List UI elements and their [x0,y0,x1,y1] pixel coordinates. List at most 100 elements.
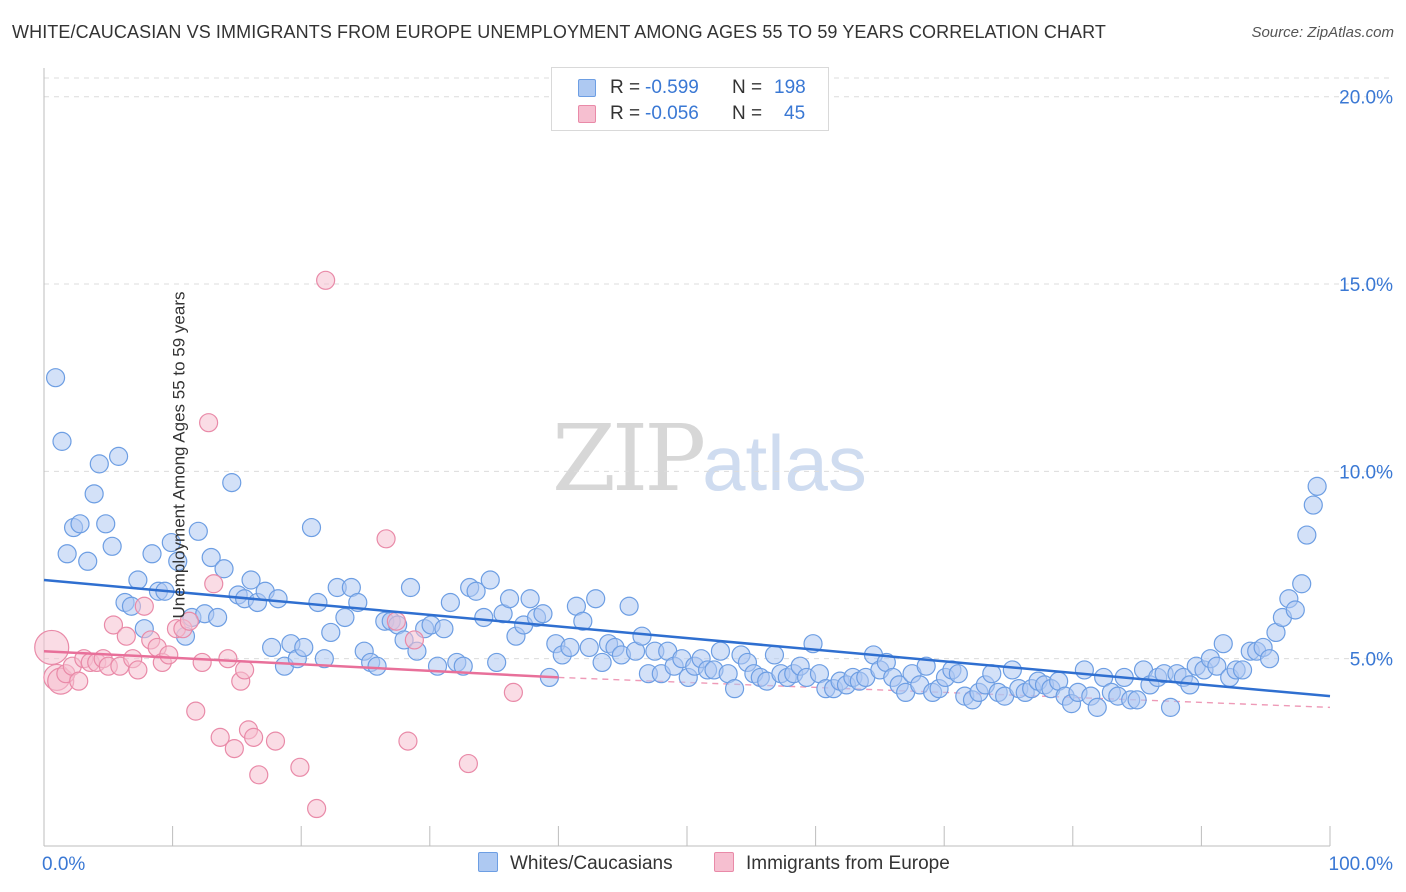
data-point-immigrants [307,798,327,819]
legend-row-whites: R = -0.599 N = 198 [552,77,828,101]
data-point-whites [308,592,328,613]
data-point-whites [102,536,122,556]
data-point-immigrants [218,649,238,669]
data-point-whites [474,607,494,628]
legend-swatch-immigrants [578,105,596,123]
data-point-whites [916,656,936,676]
data-point-whites [168,551,188,571]
data-point-whites [57,544,77,564]
legend-n-label: N = [732,77,763,98]
data-point-immigrants [179,611,199,631]
correlation-legend: R = -0.599 N = 198 R = -0.056 N = 45 [551,67,829,131]
data-point-whites [948,664,968,684]
data-point-whites [128,570,148,590]
grid-lines [44,77,1393,660]
watermark-zip: ZIP [552,405,706,512]
data-point-whites [1307,476,1327,496]
data-point-immigrants [186,701,206,721]
data-point-whites [1285,600,1305,620]
x-tick-label: 0.0% [42,854,85,875]
data-point-whites [84,484,104,504]
data-point-whites [335,607,355,628]
trend-line-immigrants [43,649,559,679]
watermark-atlas: atlas [702,419,867,507]
data-point-immigrants [249,765,269,785]
legend-swatch-whites [578,79,596,97]
y-tick-label: 10.0% [1339,462,1393,483]
source-label: Source: ZipAtlas.com [1251,24,1394,41]
data-point-immigrants [204,574,224,594]
data-point-immigrants [103,615,124,635]
x-tick-label: 100.0% [1329,854,1394,875]
data-point-whites [142,544,162,564]
data-point-whites [222,473,242,493]
y-tick-label: 15.0% [1339,275,1393,296]
bottom-legend-swatch-whites [478,852,498,872]
data-point-immigrants [210,727,230,747]
data-point-whites [161,532,181,553]
data-point-whites [214,559,234,579]
data-point-whites [70,514,90,534]
data-point-immigrants [128,660,148,680]
data-point-whites [1074,660,1094,680]
data-point-whites [520,589,540,609]
y-axis-label: Unemployment Among Ages 55 to 59 years [169,291,189,619]
data-point-immigrants [159,645,179,665]
data-point-whites [241,570,261,590]
data-point-whites [262,637,282,658]
bottom-legend-label-whites: Whites/Caucasians [510,853,673,874]
bottom-legend-whites: Whites/Caucasians [478,852,673,875]
trend-line-whites [43,578,1331,698]
y-tick-label: 5.0% [1350,650,1393,671]
data-point-immigrants [376,529,396,549]
data-point-whites [1232,660,1253,680]
data-point-whites [1002,660,1022,680]
data-point-whites [764,645,785,665]
legend-r-value-immigrants: -0.056 [645,103,699,124]
data-point-immigrants [116,626,136,646]
data-point-whites [1292,574,1312,594]
data-point-whites [1127,690,1147,710]
legend-n-value-immigrants: 45 [784,103,806,124]
data-point-immigrants [316,270,336,290]
data-point-whites [710,641,731,661]
data-point-whites [466,581,486,601]
data-point-immigrants [244,727,264,747]
data-point-whites [560,637,580,658]
data-point-whites [533,604,553,624]
data-point-whites [89,454,109,474]
legend-n-label: N = [732,103,763,124]
data-point-whites [301,517,322,538]
data-point-whites [52,431,72,451]
data-point-whites [453,656,473,676]
y-tick-label: 20.0% [1339,88,1393,109]
data-point-immigrants [235,660,255,680]
data-point-whites [1297,525,1317,545]
data-point-immigrants [265,731,286,751]
data-point-whites [487,652,507,673]
data-point-whites [724,679,745,699]
legend-r-label: R = [610,77,641,98]
data-point-whites [1213,634,1233,654]
data-point-whites [1087,697,1107,717]
data-point-whites [499,589,520,609]
chart-title: WHITE/CAUCASIAN VS IMMIGRANTS FROM EUROP… [12,22,1107,42]
data-point-whites [96,514,116,534]
legend-row-immigrants: R = -0.056 N = 45 [552,103,828,127]
data-point-immigrants [199,413,219,433]
bottom-legend-immigrants: Immigrants from Europe [714,852,950,875]
data-point-immigrants [290,757,310,777]
legend-r-value-whites: -0.599 [645,77,699,98]
data-point-whites [619,596,639,616]
data-point-whites [579,637,599,658]
data-point-whites [78,551,98,571]
data-point-immigrants [134,596,154,616]
data-point-immigrants [503,682,523,703]
data-point-whites [108,446,129,466]
data-point-whites [45,368,66,388]
data-point-whites [314,649,334,669]
data-point-whites [294,637,314,658]
series-immigrants-points [34,270,523,819]
data-point-whites [632,626,652,646]
